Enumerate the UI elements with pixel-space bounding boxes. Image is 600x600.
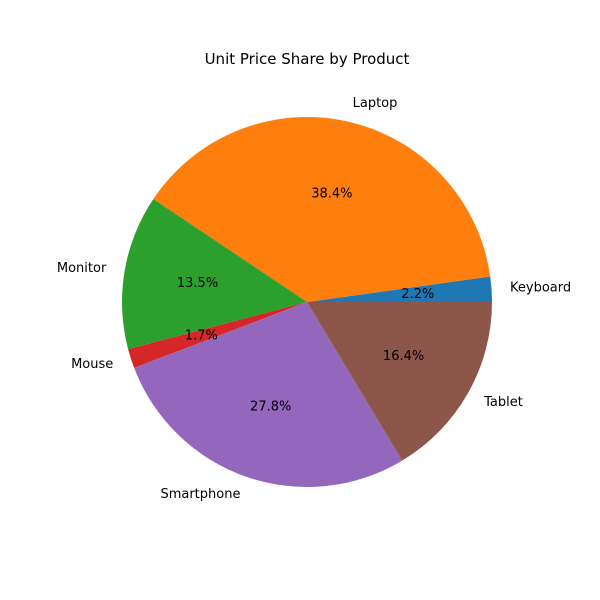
percentage-label-mouse: 1.7% bbox=[185, 328, 218, 343]
chart-title: Unit Price Share by Product bbox=[205, 50, 410, 68]
category-label-monitor: Monitor bbox=[57, 261, 107, 276]
category-labels: Keyboard Laptop Monitor Mouse Smartphone Tabl… bbox=[57, 96, 571, 502]
category-label-keyboard: Keyboard bbox=[510, 280, 571, 295]
percentage-labels: 2.2% 38.4% 13.5% 1.7% 27.8% 16.4% bbox=[177, 186, 434, 414]
pie-slice-mouse bbox=[128, 302, 307, 368]
category-label-tablet: Tablet bbox=[483, 395, 523, 410]
percentage-label-smartphone: 27.8% bbox=[250, 399, 291, 414]
pie-slice-smartphone bbox=[134, 302, 403, 487]
category-label-smartphone: Smartphone bbox=[160, 487, 240, 502]
percentage-label-keyboard: 2.2% bbox=[401, 287, 434, 302]
pie-slice-keyboard bbox=[307, 276, 492, 302]
category-label-mouse: Mouse bbox=[71, 357, 113, 372]
pie-slice-laptop bbox=[153, 117, 491, 303]
percentage-label-monitor: 13.5% bbox=[177, 276, 218, 291]
pie-slices bbox=[121, 117, 492, 487]
pie-slice-monitor bbox=[121, 198, 307, 350]
percentage-label-tablet: 16.4% bbox=[383, 349, 424, 364]
pie-slice-tablet bbox=[307, 302, 492, 461]
category-label-laptop: Laptop bbox=[353, 96, 398, 111]
percentage-label-laptop: 38.4% bbox=[311, 186, 352, 201]
